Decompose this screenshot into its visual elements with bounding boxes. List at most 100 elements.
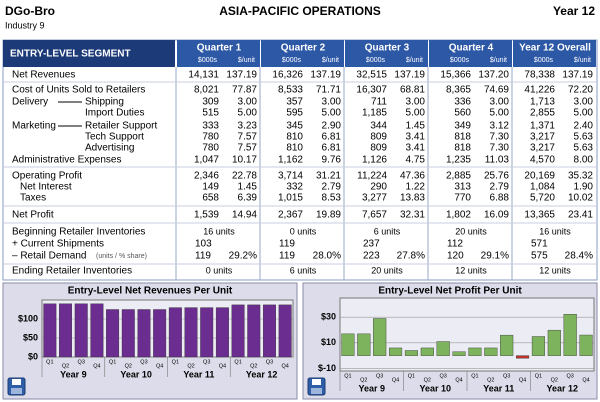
cell: 2.90 — [322, 121, 342, 132]
cell: 810 — [286, 132, 303, 143]
cell: 32.31 — [400, 210, 425, 221]
y-tick-label: $50 — [23, 332, 38, 342]
cell: 13.83 — [400, 193, 425, 204]
cell: 571 — [531, 239, 548, 250]
cell: 810 — [286, 143, 303, 154]
cell: 3.00 — [238, 97, 258, 108]
x-tick-label: Q4 — [93, 363, 100, 369]
cell: 560 — [454, 108, 471, 119]
cell: 809 — [370, 132, 387, 143]
cell: 2.79 — [490, 182, 510, 193]
bar — [247, 304, 261, 358]
cell: 112 — [447, 239, 463, 250]
bar — [357, 333, 371, 356]
cell: 290 — [370, 182, 387, 193]
cell: 3.41 — [406, 143, 426, 154]
bar — [106, 309, 120, 358]
bar — [90, 303, 104, 358]
cell: 6.39 — [238, 193, 258, 204]
bar — [420, 347, 434, 356]
cell: 237 — [363, 239, 380, 250]
x-tick-label: Q3 — [140, 359, 147, 365]
bar — [341, 333, 355, 356]
cell: 780 — [202, 132, 219, 143]
cell: 137.19 — [226, 70, 257, 81]
cell: 74.69 — [484, 85, 509, 96]
cell: 77.87 — [232, 85, 257, 96]
y-tick-label: $0 — [28, 351, 38, 361]
segment-header — [3, 40, 175, 67]
group-label: Year 11 — [483, 383, 514, 393]
cell: 68.81 — [400, 85, 425, 96]
x-tick-label: Q1 — [535, 373, 542, 379]
segment-label: ENTRY-LEVEL SEGMENT — [10, 49, 131, 60]
cell: 5.00 — [574, 108, 594, 119]
cell: 19.89 — [316, 210, 341, 221]
bar — [516, 355, 530, 359]
y-tick-label: $10 — [321, 337, 336, 347]
cell: 137.19 — [310, 70, 341, 81]
bar — [579, 334, 593, 356]
x-tick-label: Q4 — [281, 363, 288, 369]
cell: 770 — [454, 193, 471, 204]
column-unit: $/unit — [490, 57, 507, 64]
cell: 332 — [286, 182, 303, 193]
cell: 2,346 — [194, 171, 219, 182]
cell: 0 units — [290, 226, 317, 236]
cell: 6.81 — [322, 143, 342, 154]
x-tick-label: Q3 — [440, 373, 447, 379]
cell: 16.09 — [484, 210, 509, 221]
cell: 8,365 — [446, 85, 471, 96]
save-button[interactable] — [7, 377, 26, 396]
bar — [563, 314, 577, 356]
cell: 5.63 — [574, 143, 594, 154]
row-label: Retailer Support — [85, 121, 157, 132]
cell: 35.32 — [568, 171, 593, 182]
cell: 103 — [195, 239, 212, 250]
row-group: Marketing — [12, 121, 56, 132]
cell: 10.02 — [568, 193, 593, 204]
bar — [278, 304, 292, 358]
x-tick-label: Q1 — [172, 359, 179, 365]
row-label: Shipping — [85, 97, 124, 108]
chart-title: Entry-Level Net Revenues Per Unit — [68, 286, 233, 297]
x-tick-label: Q2 — [360, 377, 367, 383]
bar — [184, 307, 198, 358]
cell: 32,515 — [356, 70, 387, 81]
cell: 0 units — [206, 265, 233, 275]
cell: 2,885 — [446, 171, 471, 182]
cell: 6 units — [374, 226, 401, 236]
x-tick-label: Q4 — [156, 363, 163, 369]
group-label: Year 9 — [60, 369, 87, 379]
cell: 12 units — [455, 265, 487, 275]
cell: 349 — [454, 121, 471, 132]
cell: 357 — [286, 97, 303, 108]
cell: 11,224 — [357, 171, 387, 182]
cell: 1,713 — [530, 97, 555, 108]
bar — [153, 309, 167, 358]
cell: 780 — [202, 143, 219, 154]
column-unit: $000s — [366, 57, 386, 64]
cell: 575 — [531, 251, 548, 262]
bar — [484, 347, 498, 356]
cell: 119 — [279, 239, 295, 250]
save-button[interactable] — [307, 377, 326, 396]
cell: 29.2% — [229, 251, 257, 262]
cell: 1.90 — [574, 182, 594, 193]
bar — [389, 347, 403, 356]
cell: 1.45 — [406, 121, 426, 132]
cell: 20 units — [455, 226, 487, 236]
cell: 1,162 — [278, 155, 303, 166]
bar — [436, 341, 450, 356]
x-tick-label: Q1 — [471, 373, 478, 379]
cell: 23.41 — [568, 210, 593, 221]
cell: 818 — [454, 132, 471, 143]
cell: 28.0% — [313, 251, 341, 262]
x-tick-label: Q1 — [344, 373, 351, 379]
group-label: Year 12 — [546, 383, 578, 393]
x-tick-label: Q4 — [582, 377, 589, 383]
page-title: ASIA-PACIFIC OPERATIONS — [219, 4, 381, 18]
row-label: Administrative Expenses — [12, 155, 122, 166]
cell: 28.4% — [565, 251, 593, 262]
